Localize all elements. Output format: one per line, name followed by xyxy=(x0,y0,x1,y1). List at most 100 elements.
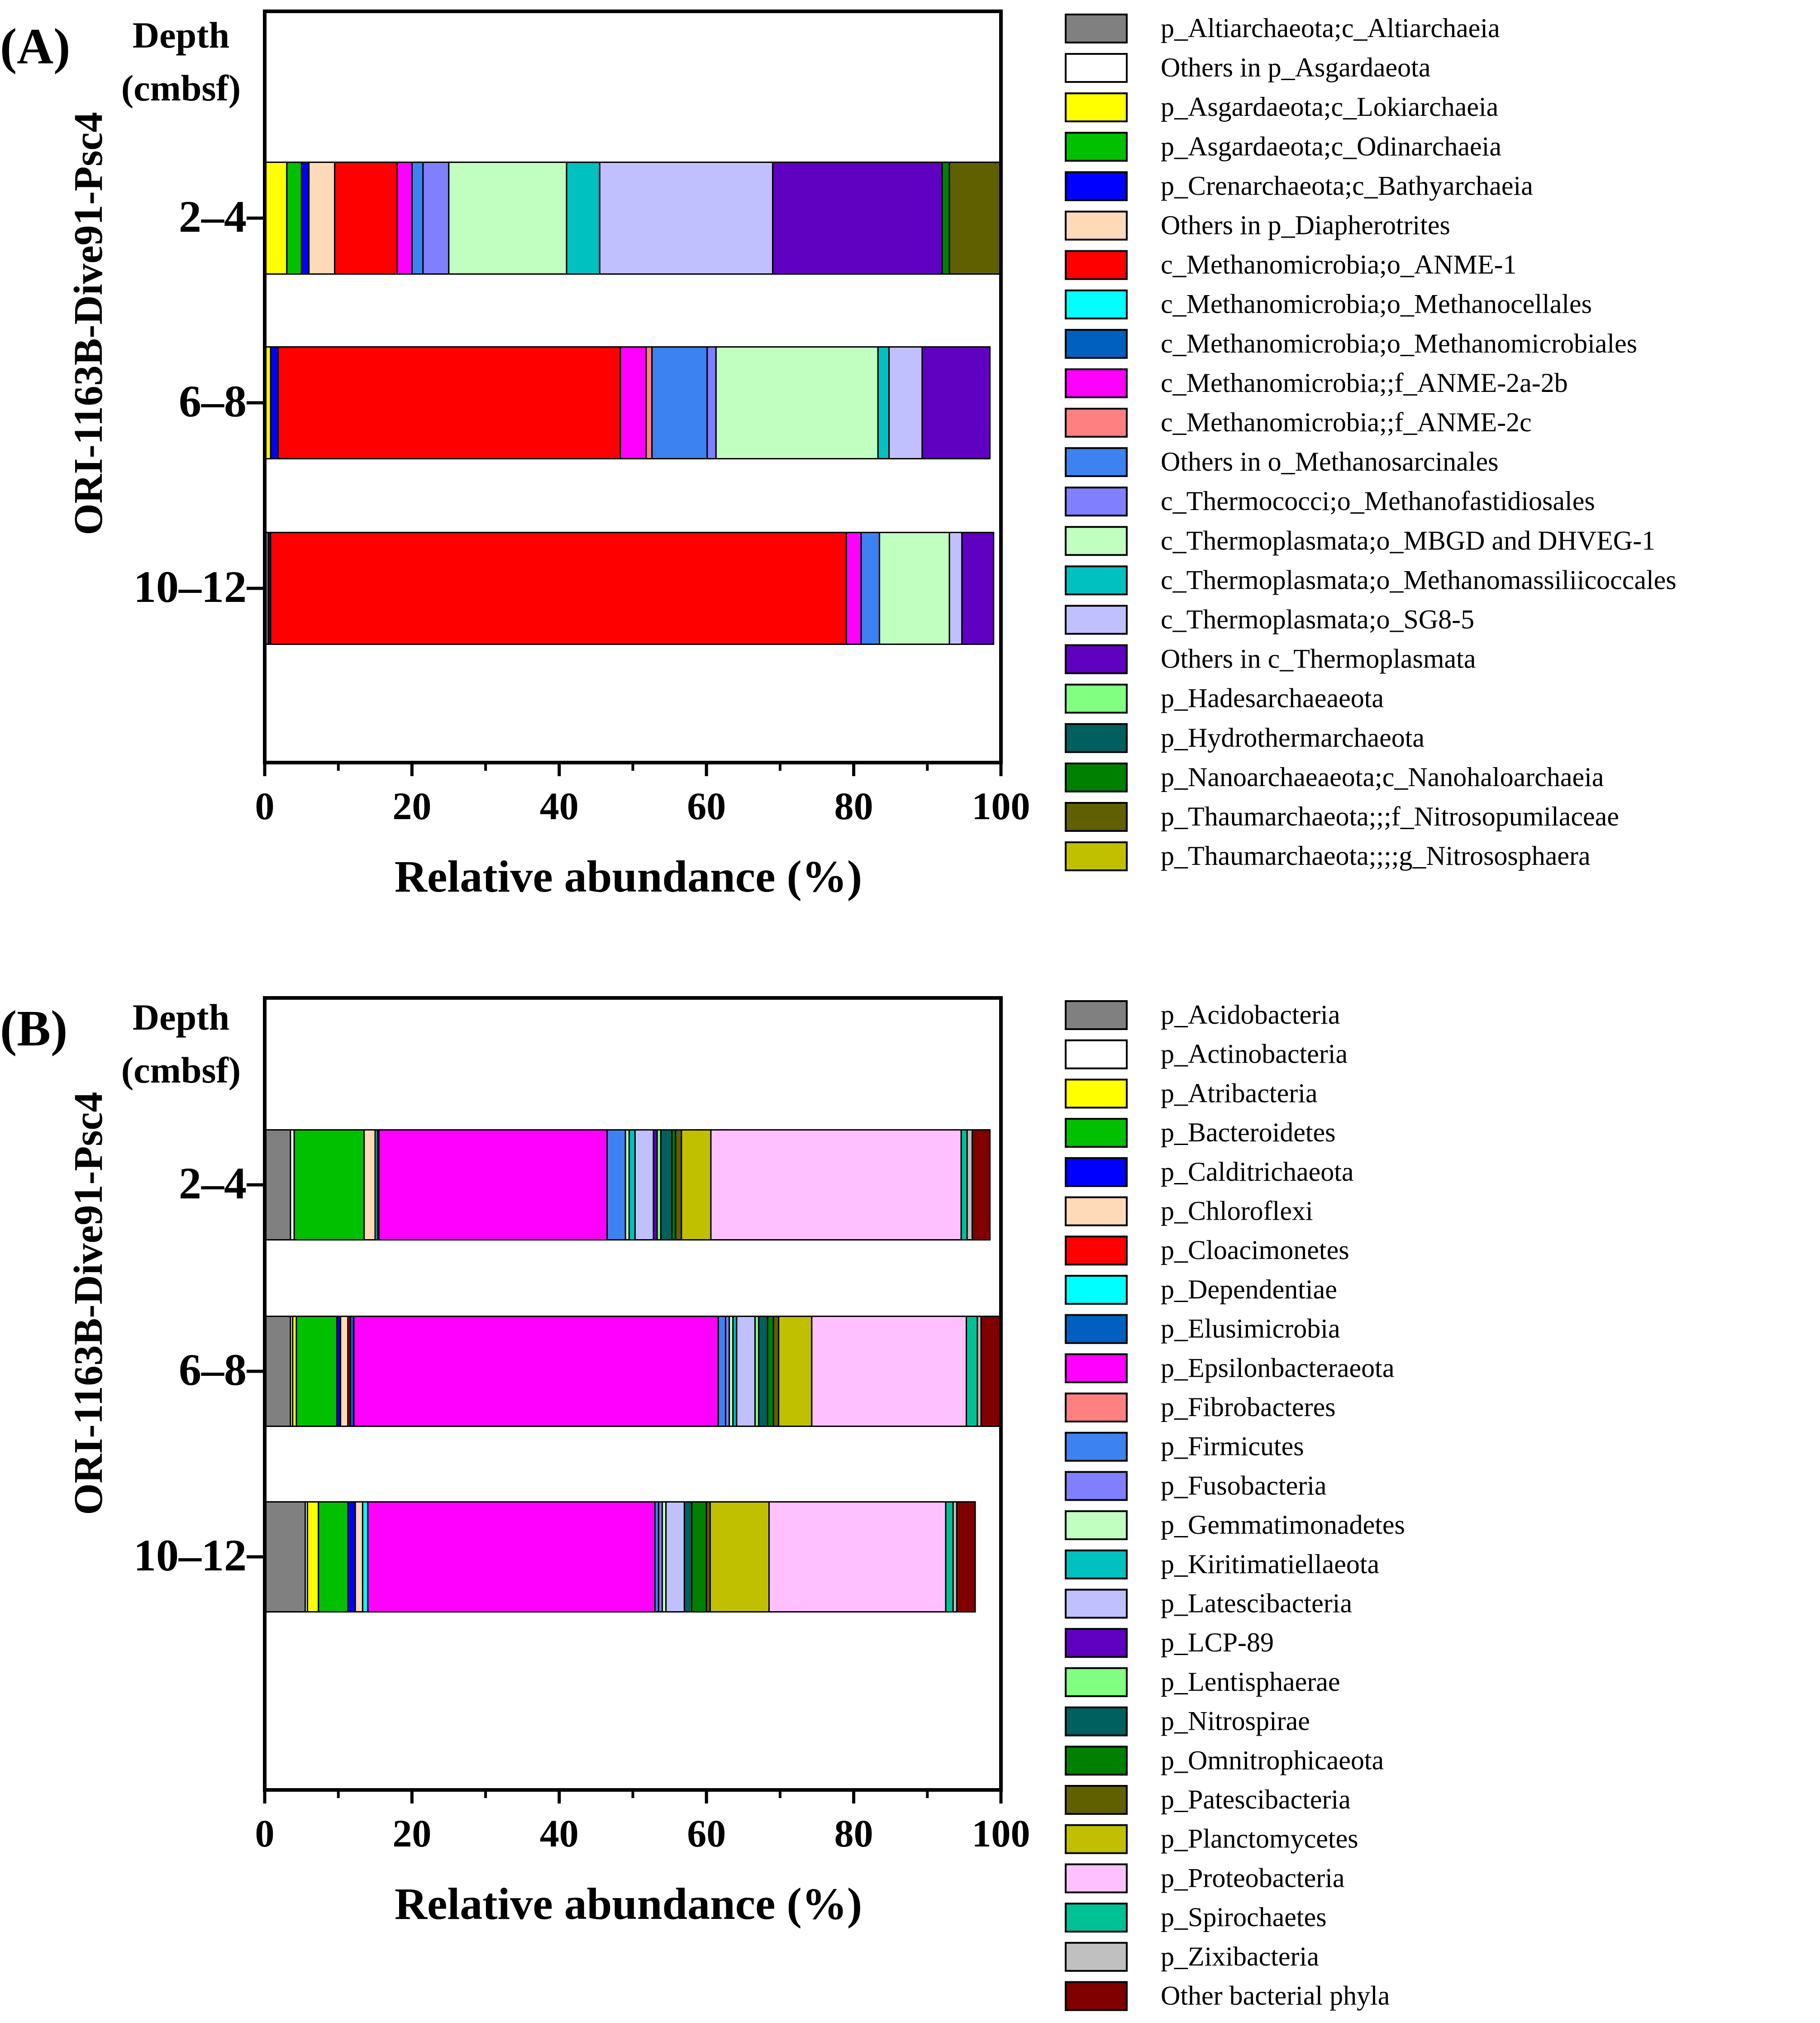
legend-swatch xyxy=(1065,447,1128,477)
legend-label: p_Gemmatimonadetes xyxy=(1161,1510,1405,1540)
bar-segment xyxy=(941,162,950,275)
bar-segment xyxy=(264,1501,306,1613)
x-axis-title: Relative abundance (%) xyxy=(395,1879,862,1929)
bar-segment xyxy=(308,162,336,275)
bar-segment xyxy=(378,1129,608,1241)
legend-label: c_Methanomicrobia;o_Methanomicrobiales xyxy=(1161,329,1637,358)
legend-label: p_Asgardaeota;c_Lokiarchaeia xyxy=(1161,92,1498,122)
bar-segment xyxy=(966,1316,978,1427)
legend-swatch xyxy=(1065,368,1128,398)
legend-label: p_Nitrospirae xyxy=(1161,1706,1310,1736)
legend-swatch xyxy=(1065,1118,1128,1148)
chart-b: (B) Depth (cmbsf)ORI-1163B-Dive91-Psc4 2–4 6… xyxy=(0,996,1405,2011)
bar-segment xyxy=(340,1316,349,1427)
bar-segment xyxy=(628,1129,636,1241)
depth-header-line2: (cmbsf) xyxy=(121,67,241,109)
bar-segment xyxy=(422,162,450,275)
bar-segment xyxy=(295,1316,338,1427)
legend-swatch xyxy=(1065,171,1128,201)
bar-segment xyxy=(681,1129,712,1241)
legend-swatch xyxy=(1065,210,1128,241)
legend-label: p_Dependentiae xyxy=(1161,1274,1337,1304)
bar-segment xyxy=(980,1316,1002,1427)
legend-label: p_Firmicutes xyxy=(1161,1431,1304,1461)
bar-segment xyxy=(651,346,708,459)
bar-segment xyxy=(645,346,653,459)
legend-swatch xyxy=(1065,487,1128,517)
panel-label: (B) xyxy=(0,1001,67,1057)
bar-segment xyxy=(736,1316,756,1427)
legend-label: p_Zixibacteria xyxy=(1161,1942,1319,1971)
bar-segment xyxy=(709,1501,770,1613)
legend-label: Others in c_Thermoplasmata xyxy=(1161,644,1476,674)
bar-segment xyxy=(264,162,288,275)
legend-swatch xyxy=(1065,1157,1128,1187)
legend-swatch xyxy=(1065,250,1128,280)
bar-segment xyxy=(277,346,621,459)
legend-swatch xyxy=(1065,289,1128,320)
legend-label: p_Calditrichaeota xyxy=(1161,1157,1354,1187)
panel-a: (A) Depth (cmbsf) ORI-1163B-Dive91-Psc4 2–4 6… xyxy=(0,10,1677,902)
legend-label: p_Acidobacteria xyxy=(1161,1000,1340,1030)
bar-segment xyxy=(877,346,890,459)
legend-swatch xyxy=(1065,723,1128,753)
legend-label: Others in o_Methanosarcinales xyxy=(1161,447,1498,477)
legend-swatch xyxy=(1065,1785,1128,1815)
bar-segment xyxy=(411,162,424,275)
x-tick-label: 40 xyxy=(540,784,579,828)
legend-label: p_Altiarchaeota;c_Altiarchaeia xyxy=(1161,13,1500,43)
x-tick-label: 0 xyxy=(255,784,275,828)
legend-swatch xyxy=(1065,1746,1128,1776)
bar-segment xyxy=(347,1501,356,1613)
chart-a: (A) Depth (cmbsf)ORI-1163B-Dive91-Psc4 2–4 6… xyxy=(0,10,1677,902)
bar-segment xyxy=(362,1501,369,1613)
legend-swatch xyxy=(1065,1903,1128,1933)
x-tick-label: 60 xyxy=(687,1812,726,1855)
legend-label: c_Methanomicrobia;o_Methanocellales xyxy=(1161,289,1592,319)
legend-swatch xyxy=(1065,408,1128,438)
y-axis-title: ORI-1163B-Dive91-Psc4 xyxy=(66,112,111,535)
legend-label: p_Bacteroidetes xyxy=(1161,1117,1336,1147)
bar-segment xyxy=(966,1129,973,1241)
bar-segment xyxy=(675,1129,682,1241)
legend-label: p_Thaumarchaeota;;;;g_Nitrososphaera xyxy=(1161,841,1591,871)
category-label: 10–12 xyxy=(133,562,247,612)
panel-b: (B) Depth (cmbsf) ORI-1163B-Dive91-Psc4 2–4 6… xyxy=(0,989,1820,2011)
legend-swatch xyxy=(1065,1353,1128,1384)
legend-label: p_Omnitrophicaeota xyxy=(1161,1745,1384,1775)
bar-segment xyxy=(860,532,881,645)
legend-swatch xyxy=(1065,644,1128,674)
depth-header-line1: Depth xyxy=(133,14,229,56)
bar-segment xyxy=(634,1129,654,1241)
bar-segment xyxy=(599,162,774,275)
legend-label: p_Nanoarchaeaeota;c_Nanohaloarchaeia xyxy=(1161,762,1604,792)
legend-label: p_Chloroflexi xyxy=(1161,1196,1313,1226)
legend-label: p_Cloacimonetes xyxy=(1161,1235,1349,1265)
legend-label: Others in p_Asgardaeota xyxy=(1161,52,1430,82)
legend-label: c_Methanomicrobia;;f_ANME-2c xyxy=(1161,407,1532,437)
legend-swatch xyxy=(1065,1981,1128,2011)
bar-segment xyxy=(264,1316,291,1427)
bar-segment xyxy=(758,1316,768,1427)
bar-segment xyxy=(270,532,847,645)
legend-label: p_Proteobacteria xyxy=(1161,1863,1345,1893)
legend-swatch xyxy=(1065,1589,1128,1619)
legend-swatch xyxy=(1065,1549,1128,1579)
category-label: 2–4 xyxy=(179,1158,247,1208)
legend-swatch xyxy=(1065,762,1128,792)
legend-swatch xyxy=(1065,1274,1128,1305)
legend-swatch xyxy=(1065,1431,1128,1462)
x-tick-label: 80 xyxy=(834,1812,873,1855)
legend-label: p_Thaumarchaeota;;;f_Nitrosopumilaceae xyxy=(1161,802,1619,831)
bar-segment xyxy=(354,1501,363,1613)
bar-segment xyxy=(879,532,950,645)
legend-swatch xyxy=(1065,1863,1128,1894)
legend-label: p_Actinobacteria xyxy=(1161,1039,1348,1069)
legend-swatch xyxy=(1065,683,1128,714)
bar-segment xyxy=(945,1501,954,1613)
legend-label: p_Patescibacteria xyxy=(1161,1784,1351,1814)
bar-segment xyxy=(921,346,991,459)
bar-segment xyxy=(767,1316,774,1427)
legend-label: c_Methanomicrobia;;f_ANME-2a-2b xyxy=(1161,368,1568,398)
legend-swatch xyxy=(1065,1393,1128,1422)
